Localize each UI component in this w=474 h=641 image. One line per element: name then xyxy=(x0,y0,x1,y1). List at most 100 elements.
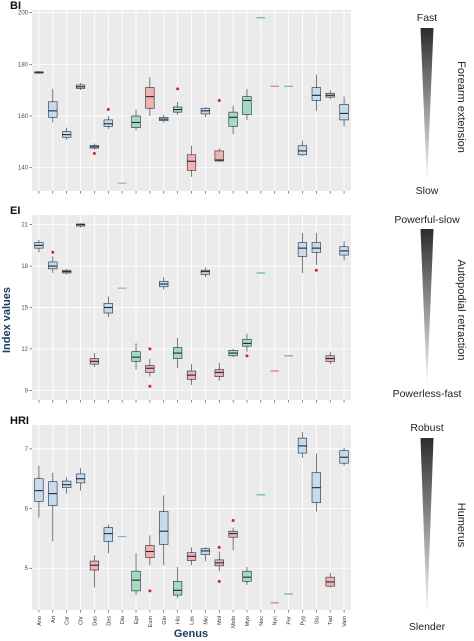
outlier-point xyxy=(106,108,110,112)
box-his xyxy=(173,337,183,369)
iqr-box xyxy=(173,581,183,596)
box-myo xyxy=(242,333,252,358)
iqr-box xyxy=(34,478,44,502)
y-tick-label: 12 xyxy=(21,347,28,353)
iqr-box xyxy=(311,242,321,253)
box-pyg xyxy=(297,432,308,458)
x-tick-label: Des xyxy=(106,616,112,626)
box-art xyxy=(48,88,58,123)
box-las xyxy=(186,547,197,566)
iqr-box xyxy=(159,511,169,545)
box-art xyxy=(48,250,58,273)
x-tick-label: Ept xyxy=(134,616,140,625)
x-tick-label: Chr xyxy=(79,616,85,625)
x-tick-label: Eum xyxy=(148,616,154,628)
iqr-box xyxy=(242,338,252,347)
x-tick-label: Nyc xyxy=(273,616,279,626)
box-ept xyxy=(131,343,141,370)
box-eum xyxy=(145,535,155,593)
iqr-box xyxy=(200,269,210,275)
outlier-point xyxy=(217,99,221,102)
box-chr xyxy=(75,82,86,91)
annotation-top: Robust xyxy=(410,422,443,434)
box-mol xyxy=(214,362,224,381)
y-tick-label: 5 xyxy=(25,566,29,572)
box-eum xyxy=(145,347,155,388)
annotation-bottom: Slow xyxy=(416,185,439,197)
x-tick-label: Stu xyxy=(314,616,320,624)
box-glo xyxy=(159,277,169,290)
box-mic xyxy=(200,106,210,118)
x-tick-label: Molo xyxy=(231,616,237,628)
x-tick-label: Noc xyxy=(259,616,265,626)
y-tick-label: 160 xyxy=(18,114,29,120)
box-car xyxy=(62,268,72,275)
outlier-point xyxy=(51,250,55,254)
x-tick-label: His xyxy=(176,616,182,624)
iqr-box xyxy=(242,96,252,116)
y-tick-label: 9 xyxy=(25,388,29,394)
annotation-ei: Powerful-slow Powerless-fast Autopodial re… xyxy=(393,214,467,400)
y-tick-label: 6 xyxy=(25,507,29,513)
panel-title: HRI xyxy=(10,415,29,427)
box-des xyxy=(103,524,113,554)
gradient-wedge xyxy=(420,438,434,620)
x-tick-label: Las xyxy=(190,616,196,625)
iqr-box xyxy=(339,104,349,121)
box-chr xyxy=(75,467,86,491)
box-das xyxy=(89,143,100,156)
x-tick-label: Tad xyxy=(328,616,334,625)
box-molo xyxy=(228,105,238,135)
box-vam xyxy=(339,447,349,466)
annotation-side-label: Autopodial retraction xyxy=(455,260,467,361)
iqr-box xyxy=(131,570,141,592)
iqr-box xyxy=(103,303,113,314)
x-tick-label: Car xyxy=(65,616,71,625)
x-tick-label: Glo xyxy=(162,616,168,625)
iqr-box xyxy=(214,369,224,377)
gradient-wedge xyxy=(420,28,434,186)
outlier-point xyxy=(148,589,152,593)
outlier-point xyxy=(148,384,152,388)
iqr-box xyxy=(131,115,141,128)
y-tick-label: 140 xyxy=(18,166,29,172)
iqr-box xyxy=(145,87,155,109)
outlier-point xyxy=(314,268,318,272)
iqr-box xyxy=(311,87,321,101)
box-mol xyxy=(214,545,224,583)
y-tick-label: 7 xyxy=(25,447,29,453)
panel-title: EI xyxy=(10,205,20,217)
y-tick-label: 180 xyxy=(18,62,29,68)
iqr-box xyxy=(103,527,113,542)
iqr-box xyxy=(145,365,155,373)
box-ept xyxy=(131,553,141,596)
box-glo xyxy=(159,114,169,123)
box-ano xyxy=(34,71,44,74)
box-mol xyxy=(214,99,224,162)
x-axis-title: Genus xyxy=(174,628,208,640)
panel-hri: 5 6 7 HRI Ano Art Car Chr Das Des Dia Ept Eum Glo His L… xyxy=(10,415,351,628)
box-las xyxy=(186,145,197,177)
outlier-point xyxy=(92,152,96,156)
y-axis-title: Index values xyxy=(1,287,13,353)
box-car xyxy=(62,127,72,140)
gradient-wedge xyxy=(420,229,434,390)
box-ano xyxy=(34,465,44,518)
panel-title: BI xyxy=(10,0,21,12)
box-des xyxy=(103,296,113,318)
iqr-box xyxy=(48,261,58,270)
box-myo xyxy=(242,88,252,120)
iqr-box xyxy=(48,101,58,118)
annotation-side-label: Humerus xyxy=(455,503,467,548)
y-tick-label: 200 xyxy=(18,11,29,17)
outlier-point xyxy=(176,87,180,91)
y-tick-label: 21 xyxy=(21,223,28,229)
box-ano xyxy=(34,239,44,253)
box-mic xyxy=(200,547,210,562)
x-tick-label: Dia xyxy=(120,615,126,624)
box-las xyxy=(186,364,197,385)
